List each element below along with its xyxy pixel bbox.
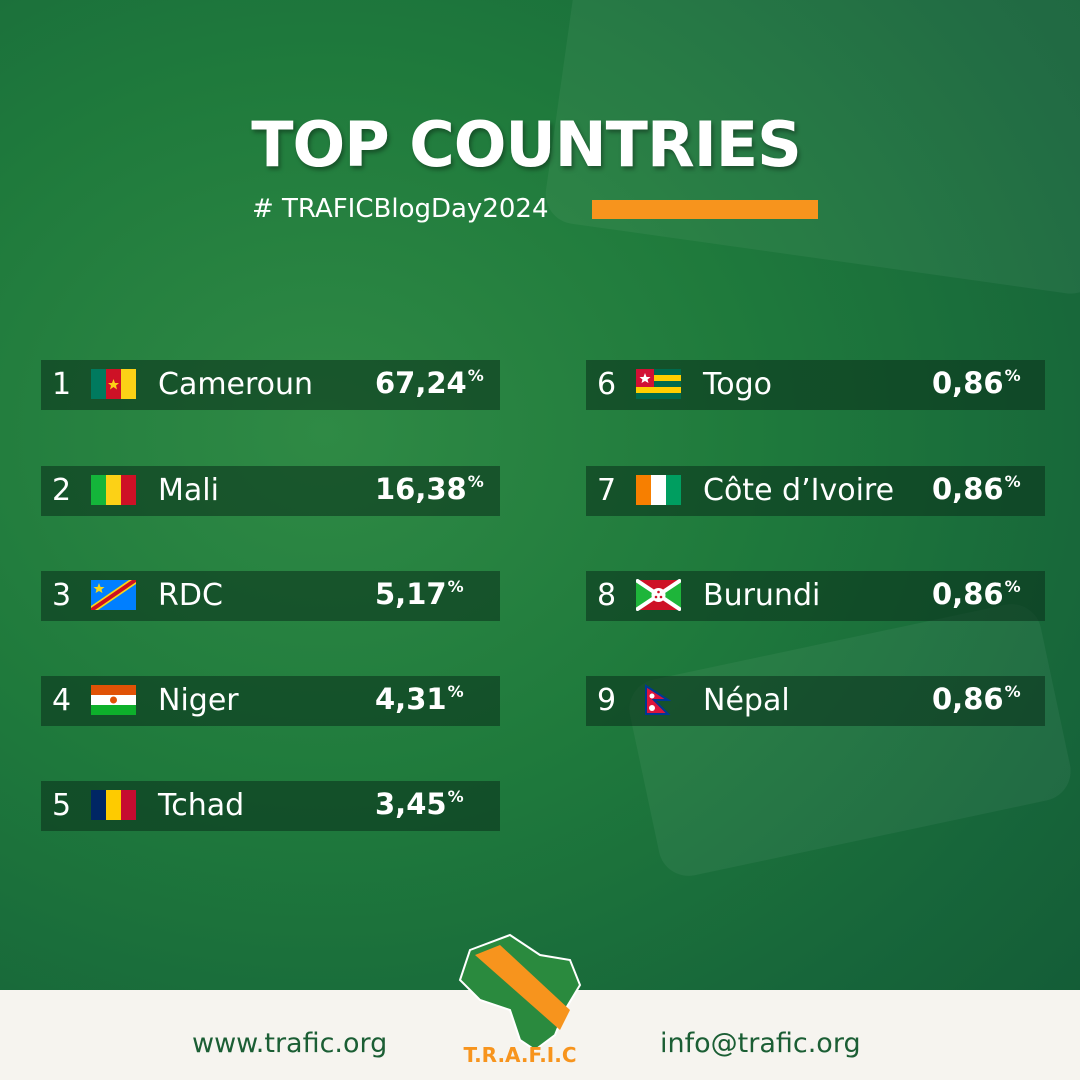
share-value: 0,86: [932, 472, 1004, 506]
flag: [91, 685, 136, 715]
logo: T.R.A.F.I.C: [458, 933, 582, 1067]
rank: 7: [597, 473, 617, 508]
share: 0,86%: [932, 472, 1021, 506]
share-value: 4,31: [375, 682, 447, 716]
country: Niger: [158, 683, 239, 718]
country: Cameroun: [158, 367, 314, 402]
country: Togo: [703, 367, 772, 402]
flag: [91, 475, 136, 505]
title: TOP COUNTRIES: [251, 108, 802, 181]
email: info@trafic.org: [660, 1028, 861, 1059]
ranking-row: 8 Burundi 0,86%: [586, 571, 1045, 621]
share: 3,45%: [375, 787, 464, 821]
country: Burundi: [703, 578, 821, 613]
ranking-row: 2 Mali 16,38%: [41, 466, 500, 516]
share: 0,86%: [932, 366, 1021, 400]
percent-sign: %: [1004, 472, 1021, 491]
logo-text: T.R.A.F.I.C: [463, 1043, 576, 1067]
share-value: 16,38: [375, 472, 467, 506]
percent-sign: %: [467, 472, 484, 491]
share: 5,17%: [375, 577, 464, 611]
share: 0,86%: [932, 577, 1021, 611]
ranking-row: 4 Niger 4,31%: [41, 676, 500, 726]
share-value: 0,86: [932, 577, 1004, 611]
share-value: 3,45: [375, 787, 447, 821]
rank: 8: [597, 578, 617, 613]
flag: [636, 475, 681, 505]
rank: 5: [52, 788, 72, 823]
percent-sign: %: [1004, 682, 1021, 701]
rank: 6: [597, 367, 617, 402]
percent-sign: %: [1004, 577, 1021, 596]
ranking-row: 5 Tchad 3,45%: [41, 781, 500, 831]
share-value: 67,24: [375, 366, 467, 400]
country: RDC: [158, 578, 223, 613]
percent-sign: %: [447, 787, 464, 806]
website: www.trafic.org: [192, 1028, 388, 1059]
share-value: 0,86: [932, 682, 1004, 716]
flag: [91, 580, 136, 610]
percent-sign: %: [447, 577, 464, 596]
ranking-row: 3 RDC 5,17%: [41, 571, 500, 621]
ranking-row: 1 Cameroun 67,24%: [41, 360, 500, 410]
country: Mali: [158, 473, 219, 508]
flag: [91, 790, 136, 820]
flag: [636, 579, 681, 611]
rank: 4: [52, 683, 72, 718]
country: Népal: [703, 683, 790, 718]
rank: 1: [52, 367, 72, 402]
share: 4,31%: [375, 682, 464, 716]
flag: [91, 369, 136, 399]
ranking-row: 7 Côte d’Ivoire 0,86%: [586, 466, 1045, 516]
background-shape: [623, 598, 1077, 882]
percent-sign: %: [1004, 366, 1021, 385]
rank: 2: [52, 473, 72, 508]
country: Côte d’Ivoire: [703, 473, 895, 508]
share-value: 0,86: [932, 366, 1004, 400]
country: Tchad: [158, 788, 245, 823]
ranking-row: 6 Togo 0,86%: [586, 360, 1045, 410]
ranking-row: 9 Népal 0,86%: [586, 676, 1045, 726]
accent-bar: [592, 200, 818, 219]
rank: 9: [597, 683, 617, 718]
flag: [645, 684, 672, 715]
rank: 3: [52, 578, 72, 613]
share-value: 5,17: [375, 577, 447, 611]
flag: [636, 369, 681, 399]
percent-sign: %: [467, 366, 484, 385]
share: 16,38%: [375, 472, 484, 506]
share: 67,24%: [375, 366, 484, 400]
hashtag: # TRAFICBlogDay2024: [252, 194, 549, 224]
percent-sign: %: [447, 682, 464, 701]
share: 0,86%: [932, 682, 1021, 716]
